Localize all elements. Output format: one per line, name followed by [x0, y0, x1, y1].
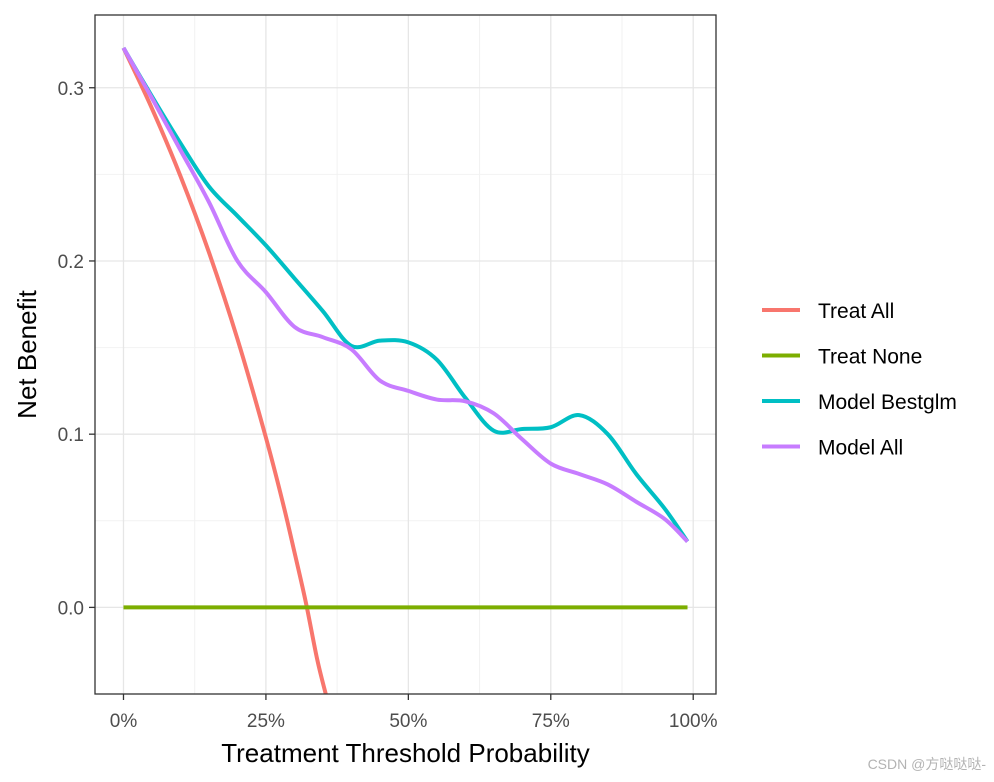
legend: Treat All Treat None Model Bestglm Model Al…: [762, 300, 957, 460]
watermark-text: CSDN @方哒哒哒-: [867, 756, 986, 772]
y-tick-label: 0.3: [58, 79, 84, 100]
y-tick-label: 0.1: [58, 425, 84, 446]
series-line-model-all: [121, 46, 689, 543]
plot-panel-border: [94, 14, 717, 695]
x-tick-label: 75%: [532, 711, 570, 732]
legend-label-model-bestglm: Model Bestglm: [818, 391, 957, 414]
x-axis-title: Treatment Threshold Probability: [221, 738, 590, 768]
legend-label-model-all: Model All: [818, 437, 903, 460]
series-line-model-bestglm: [121, 46, 690, 543]
x-tick-label: 0%: [110, 711, 138, 732]
y-tick-label: 0.2: [58, 252, 84, 273]
x-tick-label: 50%: [389, 711, 427, 732]
grid: [95, 15, 716, 694]
y-tick-label: 0.0: [58, 598, 84, 619]
series-lines: [121, 46, 690, 694]
legend-label-treat-none: Treat None: [818, 346, 922, 369]
axes: 0% 25% 50% 75% 100% 0.0 0.1 0.2 0.3: [58, 79, 718, 732]
legend-label-treat-all: Treat All: [818, 300, 894, 323]
x-tick-label: 100%: [669, 711, 718, 732]
x-tick-label: 25%: [247, 711, 285, 732]
y-axis-title: Net Benefit: [12, 289, 42, 418]
series-line-treat-all: [121, 47, 328, 694]
